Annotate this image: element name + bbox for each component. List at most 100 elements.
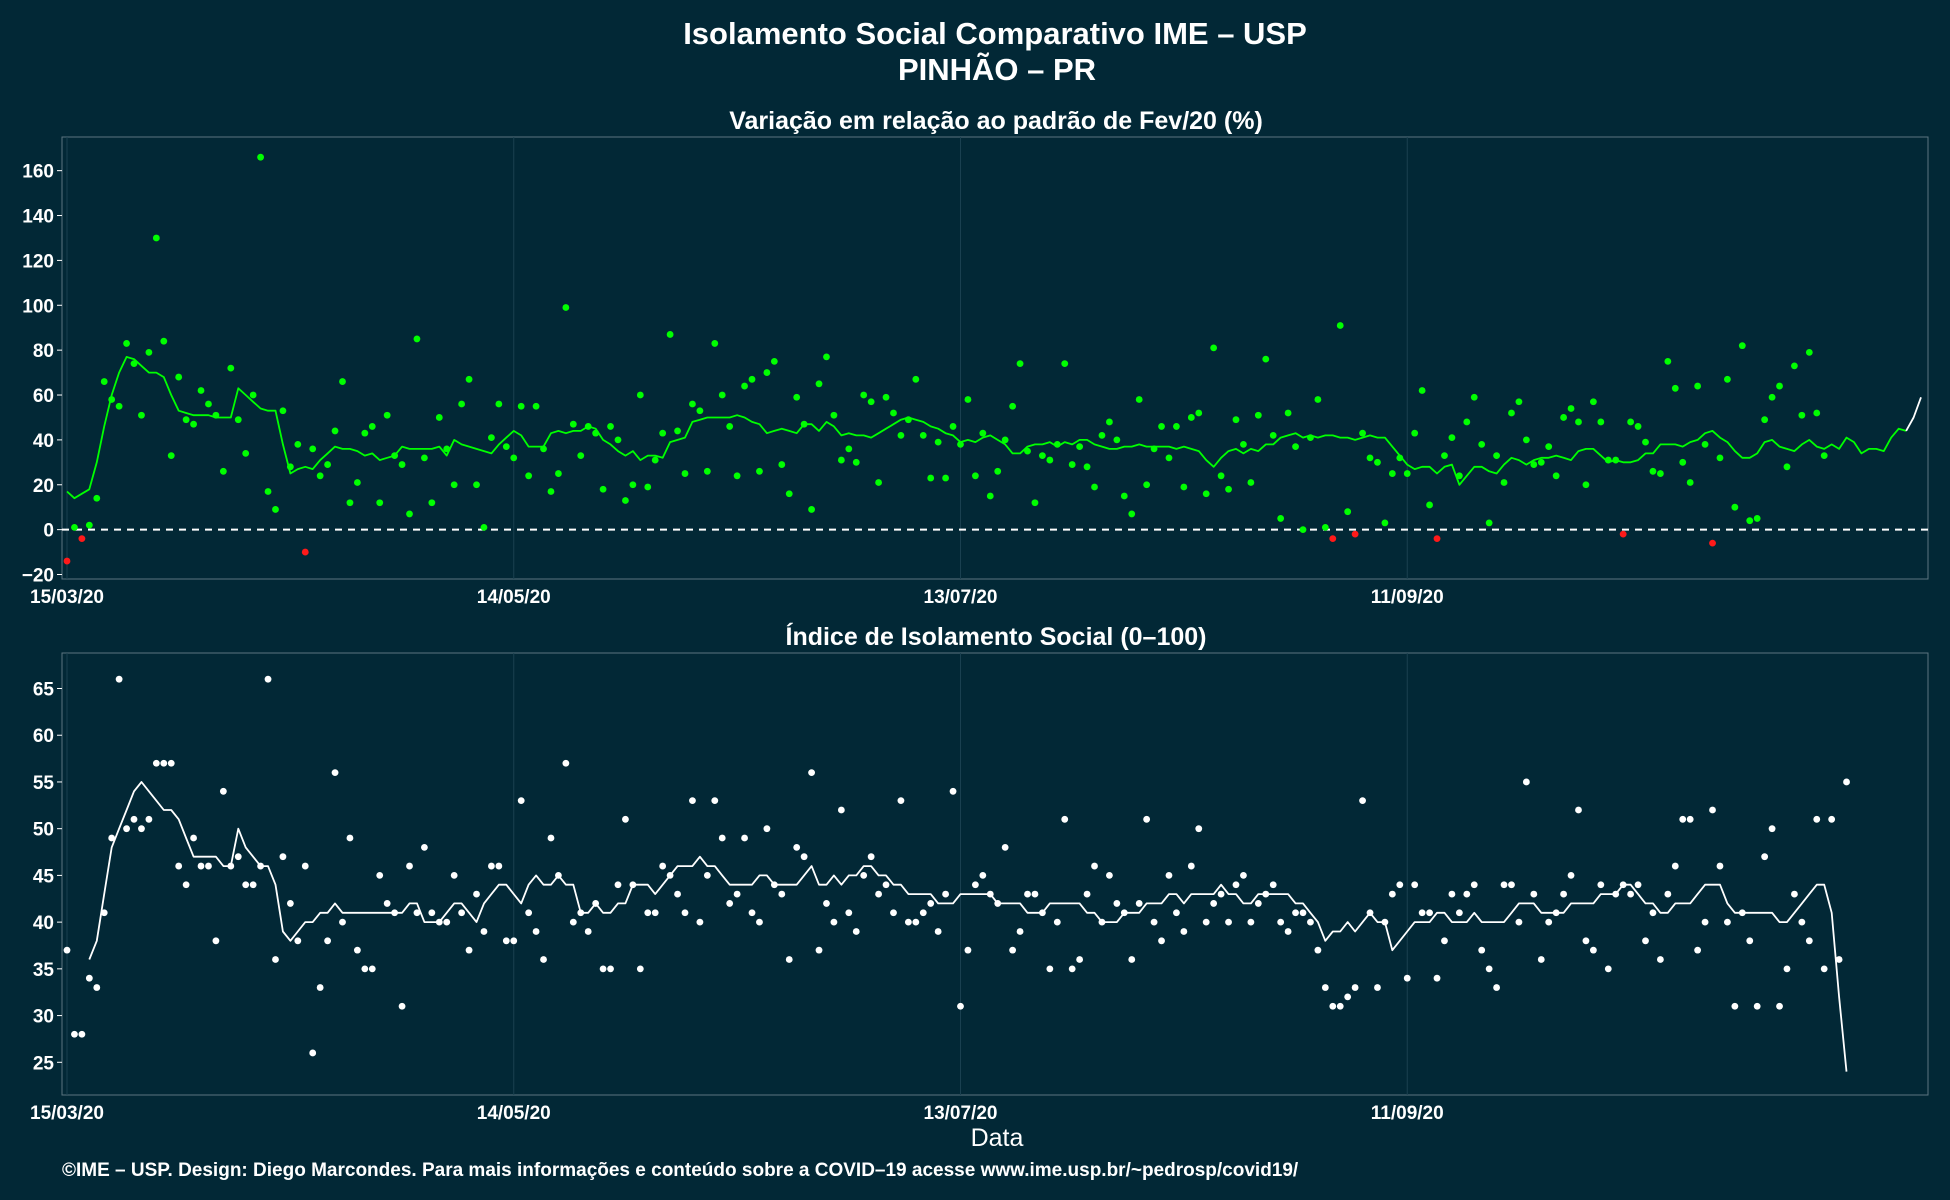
panel-2-data-point xyxy=(1113,900,1121,907)
panel-1-data-point xyxy=(1515,398,1523,406)
panel-1-data-point xyxy=(1388,470,1396,477)
panel-2-data-point xyxy=(160,759,168,767)
panel-2-data-point xyxy=(636,965,644,973)
panel-1-data-point xyxy=(1455,472,1463,480)
panel-1-data-point xyxy=(1791,362,1798,370)
panel-2-data-point xyxy=(182,881,190,889)
panel-1-data-point xyxy=(1031,499,1039,507)
panel-1-data-point xyxy=(927,474,935,482)
panel-2-data-point xyxy=(63,946,71,954)
panel-1-data-point xyxy=(1493,452,1500,459)
panel-2-data-point xyxy=(1329,1002,1337,1010)
panel-1-data-point xyxy=(257,153,264,161)
panel-2-data-point xyxy=(1627,890,1635,898)
panel-1-data-point xyxy=(85,521,93,529)
panel-2-data-point xyxy=(1724,918,1731,926)
panel-1-data-point xyxy=(1448,434,1456,442)
panel-2-data-point xyxy=(420,843,428,851)
panel-1-data-point xyxy=(309,445,317,453)
panel-1-data-point xyxy=(316,472,324,480)
panel-2-data-point xyxy=(696,918,704,926)
panel-2-data-point xyxy=(1686,815,1694,823)
panel-2-data-point xyxy=(644,909,652,917)
panel-2-data-point xyxy=(1768,825,1776,833)
panel-1-data-point xyxy=(1470,393,1478,401)
panel-1-data-point xyxy=(1366,454,1374,462)
panel-1-data-point xyxy=(1262,355,1270,363)
panel-2-data-point xyxy=(100,909,108,917)
panel-2-data-point xyxy=(1173,909,1180,917)
panel-2-data-point xyxy=(1589,946,1597,954)
panel-1-data-point xyxy=(636,391,644,399)
panel-2-data-point xyxy=(71,1030,78,1038)
panel-1-title: Variação em relação ao padrão de Fev/20 … xyxy=(729,107,1263,135)
panel-1-data-point xyxy=(1009,402,1017,410)
panel-2-y-tick-label: 55 xyxy=(33,773,55,794)
panel-1-data-point xyxy=(1329,535,1337,543)
panel-2-data-point xyxy=(1046,965,1054,973)
panel-2-x-tick-label: 15/03/20 xyxy=(30,1103,104,1124)
panel-1-data-point xyxy=(852,458,860,466)
panel-2-data-point xyxy=(1165,872,1173,879)
panel-1-data-point xyxy=(681,470,689,477)
panel-1-data-point xyxy=(890,409,897,417)
panel-1-data-point xyxy=(651,456,659,464)
panel-1-data-point xyxy=(130,360,138,368)
panel-2-data-point xyxy=(979,872,987,879)
panel-1-frame xyxy=(61,136,1929,580)
panel-1-data-point xyxy=(1709,539,1716,547)
panel-2-y-tick-label: 65 xyxy=(33,680,55,701)
panel-2-data-point xyxy=(1232,881,1240,889)
panel-2-data-point xyxy=(1351,984,1359,991)
panel-2-data-point xyxy=(674,890,681,898)
panel-2-data-point xyxy=(1441,937,1448,945)
panel-2-data-point xyxy=(1515,918,1523,926)
panel-1-data-point xyxy=(1091,483,1098,491)
panel-2-data-point xyxy=(1537,956,1545,963)
panel-1-data-point xyxy=(919,432,927,439)
panel-2-data-point xyxy=(793,843,801,851)
panel-2-data-point xyxy=(413,909,421,917)
panel-1-data-point xyxy=(234,416,242,424)
panel-1-data-point xyxy=(1597,418,1605,426)
panel-1-data-point xyxy=(1582,481,1590,489)
panel-1-data-point xyxy=(145,348,153,356)
panel-2-data-point xyxy=(145,815,153,823)
panel-2-y-tick-label: 25 xyxy=(33,1053,55,1074)
panel-1-data-point xyxy=(1627,418,1635,426)
panel-2-data-point xyxy=(681,909,689,917)
panel-2-data-point xyxy=(1485,965,1493,973)
panel-2-data-point xyxy=(488,862,495,870)
panel-1-data-point xyxy=(1589,398,1597,406)
panel-1-data-point xyxy=(1351,530,1359,538)
panel-1-data-point xyxy=(1485,519,1493,527)
panel-2-data-point xyxy=(398,1002,406,1010)
panel-2-y-tick-label: 35 xyxy=(33,960,55,981)
panel-1-data-point xyxy=(1545,443,1553,451)
panel-2-data-point xyxy=(1180,928,1188,935)
panel-2-data-point xyxy=(1522,778,1530,786)
panel-1-data-point xyxy=(718,391,726,399)
panel-2-data-point xyxy=(212,937,220,945)
panel-1-data-point xyxy=(1344,508,1352,516)
panel-1-data-point xyxy=(1798,411,1806,419)
panel-1-data-point xyxy=(577,452,585,459)
panel-2-x-tick-label: 14/05/20 xyxy=(477,1103,551,1124)
panel-2-data-point xyxy=(1359,797,1366,805)
panel-2-data-point xyxy=(1694,946,1702,954)
panel-1-data-point xyxy=(495,400,503,408)
panel-1-data-point xyxy=(1426,501,1433,509)
panel-2-data-point xyxy=(1426,909,1433,917)
panel-1-data-point xyxy=(1679,458,1687,466)
panel-2-data-point xyxy=(808,769,815,777)
panel-2-data-point xyxy=(763,825,771,833)
panel-1-data-point xyxy=(1433,535,1441,543)
panel-2-data-point xyxy=(1240,872,1247,879)
panel-2-data-point xyxy=(279,853,287,861)
panel-2-data-point xyxy=(167,759,175,767)
panel-1-data-point xyxy=(1321,523,1329,531)
panel-1-data-point xyxy=(331,427,339,435)
panel-2-data-point xyxy=(741,834,748,842)
panel-2-data-point xyxy=(1396,881,1404,889)
panel-1-data-point xyxy=(115,402,123,410)
